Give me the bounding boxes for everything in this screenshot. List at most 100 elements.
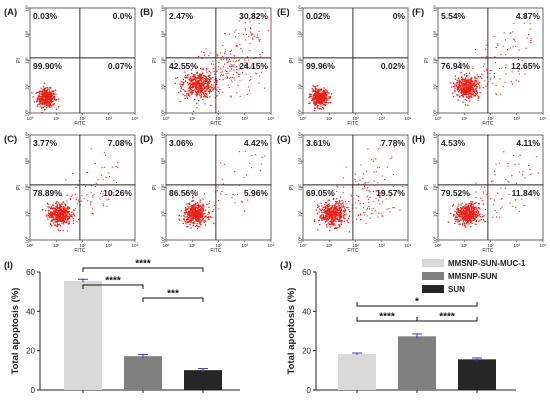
cell-dot bbox=[90, 201, 92, 203]
cell-dot bbox=[241, 50, 243, 52]
bar-mmsnp-sun-muc-1 bbox=[64, 280, 102, 390]
cell-dot bbox=[44, 87, 46, 90]
cell-dot bbox=[476, 92, 478, 94]
cell-dot bbox=[228, 65, 230, 67]
cell-dot bbox=[238, 76, 240, 78]
significance-bracket bbox=[416, 317, 478, 322]
cell-dot bbox=[195, 84, 198, 86]
x-tick-label: 10⁴ bbox=[132, 116, 139, 121]
y-tick-label: 0 bbox=[307, 386, 312, 395]
cell-dot bbox=[57, 229, 59, 231]
cell-dot bbox=[328, 214, 330, 217]
cell-dot bbox=[479, 216, 482, 218]
y-tick-label: 10⁰ bbox=[161, 109, 166, 116]
cell-dot bbox=[48, 103, 50, 105]
cell-dot bbox=[256, 73, 258, 75]
cell-dot bbox=[465, 75, 468, 77]
cell-dot bbox=[313, 220, 316, 222]
cell-dot bbox=[190, 77, 192, 80]
cell-dot bbox=[474, 91, 476, 93]
cell-dot bbox=[458, 220, 460, 223]
cell-dot bbox=[233, 74, 235, 76]
cell-dot bbox=[470, 203, 473, 206]
cell-dot bbox=[501, 206, 503, 208]
cell-dot bbox=[196, 210, 198, 212]
cell-dot bbox=[465, 213, 467, 215]
cell-dot bbox=[331, 216, 333, 218]
x-tick-label: 10³ bbox=[105, 116, 112, 121]
cell-dot bbox=[331, 222, 334, 225]
cell-dot bbox=[465, 92, 467, 94]
cell-dot bbox=[78, 201, 80, 203]
cell-dot bbox=[463, 84, 465, 86]
cell-dot bbox=[186, 226, 188, 228]
cell-dot bbox=[462, 215, 464, 217]
cell-dot bbox=[180, 210, 183, 212]
cell-dot bbox=[47, 102, 49, 104]
cell-dot bbox=[184, 97, 186, 99]
cell-dot bbox=[243, 64, 245, 66]
y-tick-label: 10⁴ bbox=[25, 131, 30, 138]
cell-dot bbox=[200, 75, 203, 77]
cell-dot bbox=[458, 223, 460, 225]
cell-dot bbox=[57, 214, 59, 216]
cell-dot bbox=[500, 54, 502, 56]
cell-dot bbox=[56, 223, 58, 225]
cell-dot bbox=[38, 98, 40, 100]
cell-dot bbox=[368, 205, 370, 207]
cell-dot bbox=[229, 51, 231, 53]
cell-dot bbox=[470, 85, 472, 88]
cell-dot bbox=[44, 95, 46, 97]
cell-dot bbox=[220, 52, 222, 54]
cell-dot bbox=[362, 202, 364, 204]
cell-dot bbox=[220, 75, 222, 77]
cell-dot bbox=[322, 107, 324, 109]
cell-dot bbox=[317, 90, 320, 92]
cell-dot bbox=[206, 96, 208, 98]
y-tick-label: 10⁴ bbox=[433, 4, 438, 11]
cell-dot bbox=[208, 78, 210, 80]
cell-dot bbox=[45, 101, 47, 103]
cell-dot bbox=[50, 105, 53, 107]
x-tick-label: 10⁰ bbox=[300, 116, 307, 121]
cell-dot bbox=[518, 49, 520, 51]
cell-dot bbox=[486, 44, 488, 46]
cell-dot bbox=[48, 93, 50, 95]
cell-dot bbox=[61, 213, 64, 216]
cell-dot bbox=[510, 32, 512, 34]
cell-dot bbox=[223, 163, 225, 165]
cell-dot bbox=[247, 199, 249, 201]
cell-dot bbox=[198, 221, 201, 223]
cell-dot bbox=[466, 80, 468, 83]
y-axis-label: PI bbox=[152, 58, 158, 63]
cell-dot bbox=[47, 86, 49, 89]
cell-dot bbox=[213, 70, 215, 73]
cell-dot bbox=[201, 207, 204, 210]
cell-dot bbox=[336, 190, 338, 192]
cell-dot bbox=[190, 91, 193, 93]
cell-dot bbox=[206, 89, 208, 92]
cell-dot bbox=[50, 214, 52, 216]
x-tick-label: 10⁴ bbox=[268, 243, 275, 248]
cell-dot bbox=[197, 207, 199, 209]
cell-dot bbox=[64, 218, 67, 221]
cell-dot bbox=[212, 90, 214, 92]
cell-dot bbox=[336, 208, 338, 210]
cell-dot bbox=[46, 104, 48, 107]
cell-dot bbox=[50, 208, 52, 210]
cell-dot bbox=[65, 210, 67, 212]
quadrant-lower-right: 10.26% bbox=[103, 188, 132, 198]
cell-dot bbox=[263, 192, 265, 194]
cell-dot bbox=[323, 90, 326, 92]
cell-dot bbox=[326, 216, 328, 218]
cell-dot bbox=[210, 86, 212, 88]
cell-dot bbox=[195, 218, 197, 221]
cell-dot bbox=[309, 102, 311, 104]
cell-dot bbox=[219, 79, 221, 81]
cell-dot bbox=[330, 214, 332, 216]
x-tick-label: 10¹ bbox=[53, 116, 60, 121]
cell-dot bbox=[197, 226, 199, 228]
cell-dot bbox=[41, 209, 44, 211]
cell-dot bbox=[497, 43, 499, 45]
